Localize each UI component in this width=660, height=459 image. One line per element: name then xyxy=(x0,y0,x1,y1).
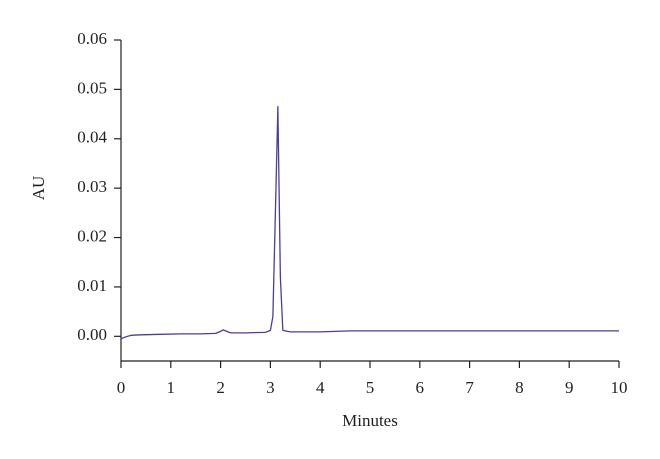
y-tick-label: 0.03 xyxy=(77,177,107,196)
x-tick-label: 0 xyxy=(117,378,126,397)
x-axis-label: Minutes xyxy=(342,411,398,430)
y-tick-label: 0.00 xyxy=(77,325,107,344)
x-tick-label: 2 xyxy=(216,378,225,397)
y-tick-label: 0.05 xyxy=(77,78,107,97)
x-tick-label: 3 xyxy=(266,378,275,397)
chromatogram-line xyxy=(120,106,619,340)
y-tick-label: 0.01 xyxy=(77,276,107,295)
y-axis-label: AU xyxy=(29,176,48,201)
x-tick-label: 9 xyxy=(565,378,574,397)
y-tick-label: 0.04 xyxy=(77,128,107,147)
x-tick-label: 4 xyxy=(316,378,325,397)
x-tick-label: 5 xyxy=(366,378,375,397)
x-tick-label: 8 xyxy=(515,378,524,397)
y-tick-label: 0.06 xyxy=(77,29,107,48)
y-tick-label: 0.02 xyxy=(77,226,107,245)
x-tick-label: 10 xyxy=(611,378,628,397)
x-tick-label: 6 xyxy=(416,378,425,397)
x-tick-label: 7 xyxy=(465,378,474,397)
x-tick-label: 1 xyxy=(167,378,176,397)
